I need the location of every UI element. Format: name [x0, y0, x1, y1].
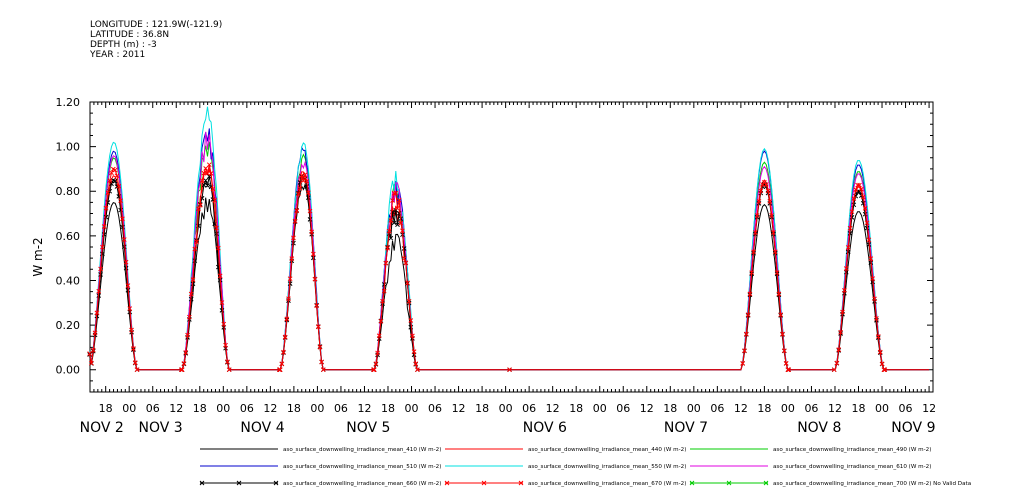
meta-latitude: LATITUDE : 36.8N [90, 30, 170, 40]
y-tick-label: 0.60 [56, 230, 81, 243]
meta-depth: DEPTH (m) : -3 [90, 40, 157, 50]
legend-entry: aso_surface_downwelling_irradiance_mean_… [528, 447, 686, 453]
x-tick-label: 00 [687, 402, 701, 415]
x-tick-label: 12 [640, 402, 654, 415]
legend-entry: aso_surface_downwelling_irradiance_mean_… [773, 447, 931, 453]
x-tick-label: 06 [240, 402, 254, 415]
x-tick-label: 12 [734, 402, 748, 415]
x-day-label: NOV 6 [523, 420, 567, 436]
meta-year: YEAR : 2011 [90, 50, 146, 60]
y-tick-label: 0.20 [56, 319, 81, 332]
legend-marker [689, 480, 695, 486]
x-day-label: NOV 4 [240, 420, 284, 436]
legend-entry: aso_surface_downwelling_irradiance_mean_… [773, 481, 971, 487]
x-day-label: NOV 5 [346, 420, 390, 436]
axis-ticks [89, 101, 934, 393]
x-tick-label: 18 [99, 402, 113, 415]
legend-marker [481, 480, 487, 486]
x-tick-label: 06 [146, 402, 160, 415]
x-tick-label: 00 [781, 402, 795, 415]
x-tick-label: 06 [522, 402, 536, 415]
axis-tick-labels: 0.00 0.20 0.40 0.60 0.80 1.00 1.20 18 00 06 12 18 00… [56, 96, 937, 436]
x-tick-label: 06 [616, 402, 630, 415]
x-day-label: NOV 7 [664, 420, 708, 436]
x-tick-label: 18 [663, 402, 677, 415]
y-tick-label: 0.40 [56, 274, 81, 287]
y-tick-label: 1.00 [56, 141, 81, 154]
x-tick-label: 12 [357, 402, 371, 415]
series-line [89, 128, 930, 371]
y-axis-label: W m-2 [31, 237, 45, 276]
x-tick-label: 06 [428, 402, 442, 415]
legend-marker [726, 480, 732, 486]
legend-marker [763, 480, 769, 486]
x-tick-label: 12 [922, 402, 936, 415]
legend-entry: aso_surface_downwelling_irradiance_mean_… [283, 447, 441, 453]
x-tick-label: 12 [828, 402, 842, 415]
x-tick-label: 00 [216, 402, 230, 415]
x-tick-label: 00 [310, 402, 324, 415]
x-tick-label: 06 [334, 402, 348, 415]
series-markers [87, 162, 888, 373]
legend-entry: aso_surface_downwelling_irradiance_mean_… [283, 464, 441, 470]
series-markers [87, 174, 888, 373]
x-tick-label: 00 [875, 402, 889, 415]
x-tick-label: 12 [263, 402, 277, 415]
x-tick-label: 18 [757, 402, 771, 415]
y-tick-label: 0.00 [56, 364, 81, 377]
x-tick-label: 18 [193, 402, 207, 415]
x-tick-label: 00 [593, 402, 607, 415]
x-tick-label: 00 [122, 402, 136, 415]
legend-marker [273, 480, 279, 486]
x-day-label: NOV 2 [80, 420, 124, 436]
meta-longitude: LONGITUDE : 121.9W(-121.9) [90, 20, 223, 30]
y-tick-label: 0.80 [56, 185, 81, 198]
x-tick-label: 06 [804, 402, 818, 415]
plot-frame-and-ticks [89, 101, 934, 393]
x-tick-label: 12 [546, 402, 560, 415]
legend-marker [444, 480, 450, 486]
x-tick-label: 18 [475, 402, 489, 415]
legend-entry: aso_surface_downwelling_irradiance_mean_… [528, 481, 686, 487]
x-tick-label: 18 [381, 402, 395, 415]
x-tick-label: 18 [287, 402, 301, 415]
x-tick-label: 00 [499, 402, 513, 415]
legend: aso_surface_downwelling_irradiance_mean_… [199, 447, 971, 487]
legend-entry: aso_surface_downwelling_irradiance_mean_… [773, 464, 931, 470]
x-tick-label: 18 [852, 402, 866, 415]
x-day-label: NOV 9 [891, 420, 935, 436]
legend-entry: aso_surface_downwelling_irradiance_mean_… [283, 481, 441, 487]
x-tick-label: 06 [710, 402, 724, 415]
legend-marker [518, 480, 524, 486]
series-lines [87, 106, 930, 373]
x-day-label: NOV 3 [138, 420, 182, 436]
legend-marker [199, 480, 205, 486]
x-tick-label: 00 [405, 402, 419, 415]
legend-marker [236, 480, 242, 486]
x-tick-label: 12 [169, 402, 183, 415]
dataset-metadata: LONGITUDE : 121.9W(-121.9) LATITUDE : 36… [90, 20, 222, 60]
x-tick-label: 12 [452, 402, 466, 415]
y-tick-label: 1.20 [56, 96, 81, 109]
x-tick-label: 06 [899, 402, 913, 415]
x-day-label: NOV 8 [797, 420, 841, 436]
series-line [89, 131, 930, 371]
x-tick-label: 18 [569, 402, 583, 415]
legend-entry: aso_surface_downwelling_irradiance_mean_… [528, 464, 686, 470]
